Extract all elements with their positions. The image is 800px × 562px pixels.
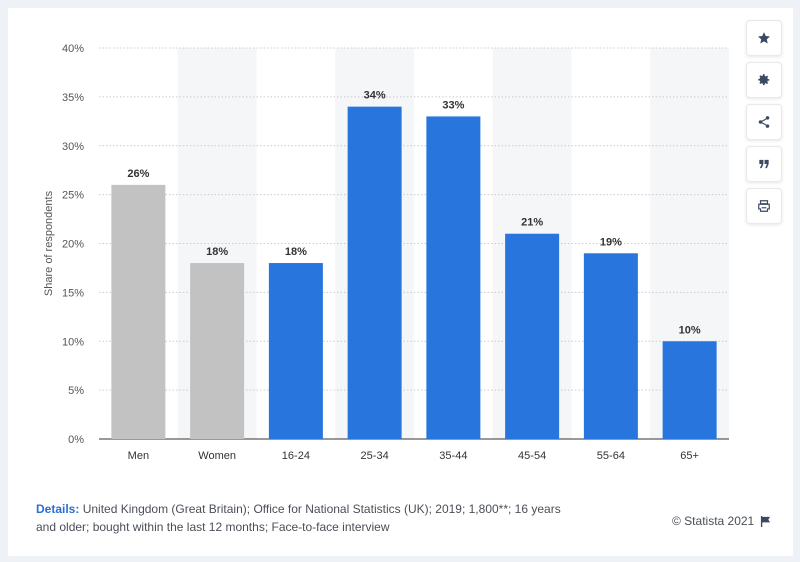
value-label: 34% — [364, 90, 386, 102]
x-tick-label: 65+ — [680, 450, 699, 462]
bar-55-64 — [583, 253, 638, 439]
y-tick-label: 25% — [62, 190, 84, 202]
print-icon — [758, 200, 770, 212]
star-icon — [758, 32, 770, 44]
value-label: 26% — [127, 168, 149, 180]
x-tick-label: 16-24 — [282, 450, 310, 462]
cite-button[interactable] — [746, 146, 782, 182]
bar-men — [111, 184, 166, 439]
x-tick-label: Women — [198, 450, 236, 462]
value-label: 19% — [600, 236, 622, 248]
credit-text: © Statista 2021 — [672, 514, 755, 528]
share-icon — [758, 116, 770, 128]
bar-16-24 — [268, 263, 323, 439]
bar-45-54 — [505, 233, 560, 439]
x-tick-label: 25-34 — [361, 450, 389, 462]
value-label: 21% — [521, 217, 543, 229]
y-axis-title: Share of respondents — [43, 190, 55, 296]
bar-women — [190, 263, 245, 439]
statista-credit[interactable]: © Statista 2021 — [672, 514, 771, 528]
favorite-button[interactable] — [746, 20, 782, 56]
chart-toolbar — [746, 20, 782, 224]
y-tick-label: 10% — [62, 336, 84, 348]
y-tick-label: 5% — [68, 385, 84, 397]
share-button[interactable] — [746, 104, 782, 140]
y-tick-label: 15% — [62, 287, 84, 299]
x-tick-label: 45-54 — [518, 450, 546, 462]
y-tick-label: 0% — [68, 434, 84, 446]
print-button[interactable] — [746, 188, 782, 224]
details-label: Details: — [36, 502, 80, 516]
x-tick-label: 35-44 — [439, 450, 467, 462]
y-tick-label: 40% — [62, 43, 84, 55]
settings-button[interactable] — [746, 62, 782, 98]
x-tick-label: 55-64 — [597, 450, 625, 462]
x-tick-label: Men — [128, 450, 149, 462]
details-text: United Kingdom (Great Britain); Office f… — [36, 502, 561, 534]
flag-icon — [761, 515, 771, 527]
bar-25-34 — [347, 106, 402, 440]
y-tick-label: 35% — [62, 92, 84, 104]
value-label: 18% — [285, 246, 307, 258]
value-label: 10% — [679, 324, 701, 336]
bar-65- — [662, 341, 717, 439]
value-label: 18% — [206, 246, 228, 258]
quote-icon — [759, 159, 769, 169]
value-label: 33% — [442, 99, 464, 111]
bar-35-44 — [426, 116, 481, 440]
chart-details: Details: United Kingdom (Great Britain);… — [36, 500, 576, 536]
gear-icon — [758, 74, 770, 86]
y-tick-label: 20% — [62, 239, 84, 251]
y-tick-label: 30% — [62, 141, 84, 153]
